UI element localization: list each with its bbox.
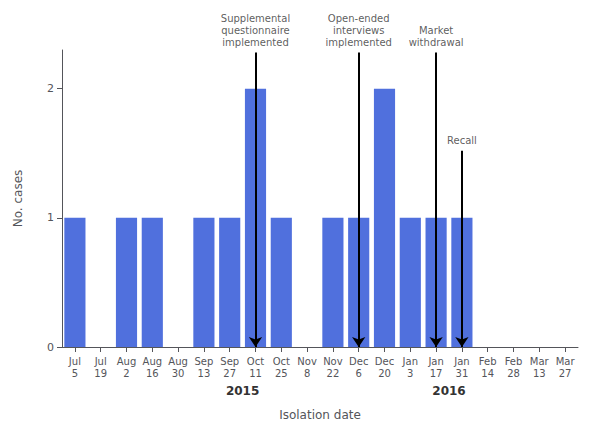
svg-text:Dec: Dec bbox=[375, 356, 394, 367]
svg-text:22: 22 bbox=[327, 368, 340, 379]
svg-text:withdrawal: withdrawal bbox=[409, 37, 464, 48]
svg-text:Aug: Aug bbox=[143, 356, 163, 367]
svg-text:Market: Market bbox=[419, 25, 453, 36]
svg-text:Open-ended: Open-ended bbox=[328, 13, 390, 24]
svg-text:28: 28 bbox=[507, 368, 520, 379]
svg-text:Sep: Sep bbox=[194, 356, 213, 367]
svg-text:Isolation date: Isolation date bbox=[279, 408, 361, 422]
svg-text:11: 11 bbox=[249, 368, 262, 379]
svg-text:16: 16 bbox=[146, 368, 159, 379]
svg-text:Mar: Mar bbox=[556, 356, 576, 367]
svg-text:17: 17 bbox=[430, 368, 443, 379]
svg-text:14: 14 bbox=[481, 368, 494, 379]
svg-text:Jan: Jan bbox=[427, 356, 443, 367]
svg-text:20: 20 bbox=[378, 368, 391, 379]
svg-text:implemented: implemented bbox=[222, 37, 288, 48]
svg-text:Aug: Aug bbox=[168, 356, 188, 367]
svg-text:6: 6 bbox=[356, 368, 362, 379]
svg-text:Aug: Aug bbox=[117, 356, 137, 367]
svg-text:Mar: Mar bbox=[530, 356, 550, 367]
svg-text:questionnaire: questionnaire bbox=[221, 25, 290, 36]
svg-text:Recall: Recall bbox=[447, 135, 477, 146]
svg-text:27: 27 bbox=[223, 368, 236, 379]
svg-text:19: 19 bbox=[94, 368, 107, 379]
svg-text:31: 31 bbox=[456, 368, 469, 379]
svg-text:Nov: Nov bbox=[297, 356, 317, 367]
svg-text:Dec: Dec bbox=[349, 356, 368, 367]
svg-text:Feb: Feb bbox=[505, 356, 523, 367]
svg-text:interviews: interviews bbox=[333, 25, 385, 36]
svg-text:2015: 2015 bbox=[226, 384, 259, 398]
svg-text:3: 3 bbox=[407, 368, 413, 379]
svg-text:13: 13 bbox=[533, 368, 546, 379]
svg-text:implemented: implemented bbox=[325, 37, 391, 48]
svg-text:5: 5 bbox=[72, 368, 78, 379]
svg-text:13: 13 bbox=[198, 368, 211, 379]
svg-text:25: 25 bbox=[275, 368, 288, 379]
svg-text:Feb: Feb bbox=[479, 356, 497, 367]
svg-text:8: 8 bbox=[304, 368, 310, 379]
svg-text:Supplemental: Supplemental bbox=[221, 13, 290, 24]
svg-text:Nov: Nov bbox=[323, 356, 343, 367]
svg-text:Oct: Oct bbox=[247, 356, 264, 367]
svg-text:1: 1 bbox=[47, 211, 54, 224]
svg-text:27: 27 bbox=[559, 368, 572, 379]
svg-text:Jul: Jul bbox=[94, 356, 107, 367]
svg-text:Sep: Sep bbox=[220, 356, 239, 367]
svg-text:0: 0 bbox=[47, 341, 54, 354]
svg-text:30: 30 bbox=[172, 368, 185, 379]
svg-text:2016: 2016 bbox=[432, 384, 465, 398]
svg-text:Oct: Oct bbox=[273, 356, 290, 367]
svg-text:Jan: Jan bbox=[453, 356, 469, 367]
svg-text:Jan: Jan bbox=[402, 356, 418, 367]
svg-text:No. cases: No. cases bbox=[11, 170, 25, 228]
svg-text:Jul: Jul bbox=[68, 356, 81, 367]
svg-text:2: 2 bbox=[47, 82, 54, 95]
svg-text:2: 2 bbox=[123, 368, 129, 379]
